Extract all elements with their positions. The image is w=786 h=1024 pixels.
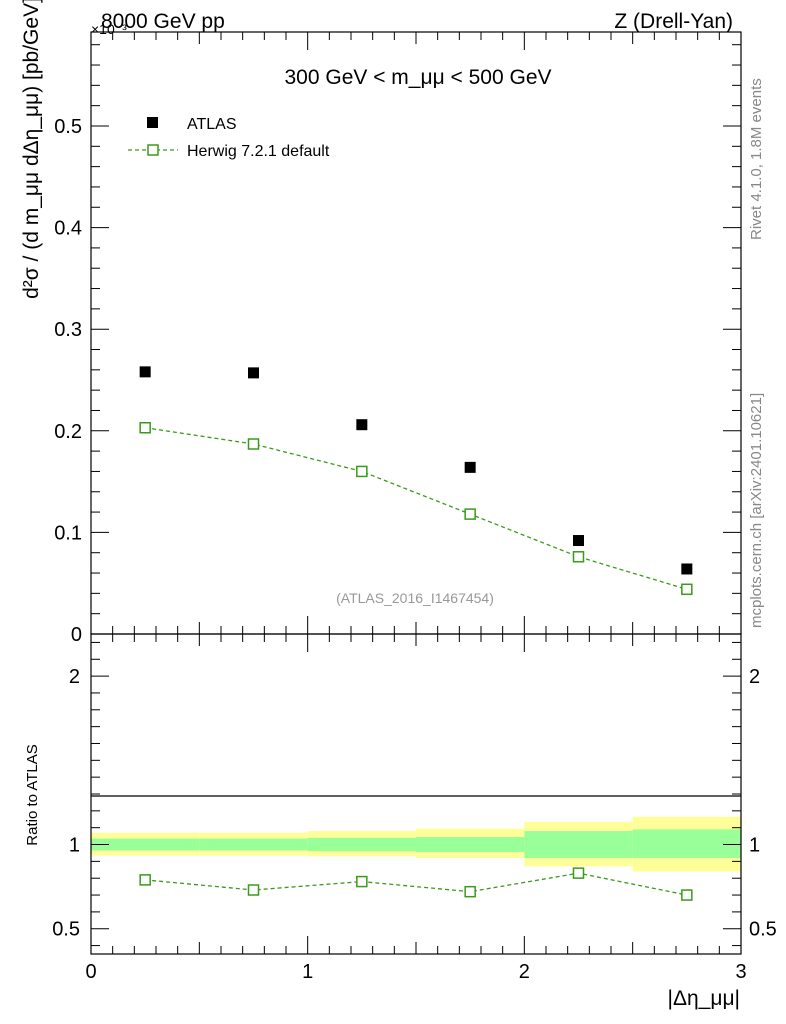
herwig-point [247,438,260,450]
atlas-point [139,366,151,378]
x-tick-label: 3 [735,961,746,983]
band-inner-bin [199,838,308,851]
herwig-point [356,465,368,478]
atlas-point [464,461,476,473]
process-label: Z (Drell-Yan) [614,10,733,33]
band-inner-bin [416,836,525,853]
ratio-y-tick-label-right: 2 [749,666,760,688]
ratio-y-tick-label-right: 0.5 [749,919,777,941]
ratio-y-tick-label-right: 1 [749,835,760,857]
mcplots-label-wrap: mcplots.cern.ch [arXiv:2401.10621] [748,393,765,628]
ratio-point [464,885,476,898]
ratio-point [139,874,151,886]
legend-herwig-marker [147,144,159,156]
herwig-point [139,421,151,434]
band-inner-bin [307,837,416,852]
mcplots-label: mcplots.cern.ch [arXiv:2401.10621] [748,393,765,628]
x-tick-label: 2 [519,961,530,983]
ratio-point [356,875,368,888]
main-y-tick-label: 0.2 [54,421,82,443]
y-exponent-label: ×10⁻³ [91,21,127,37]
legend-herwig-label: Herwig 7.2.1 default [187,143,330,160]
main-y-tick-label: 0.1 [54,522,82,544]
main-y-tick-label: 0.4 [54,218,82,240]
main-y-axis-label-text: d²σ / (d m_μμ dΔη_μμ) [pb/GeV] [20,0,43,299]
ratio-point [247,884,260,896]
band-inner-bin [524,831,633,858]
legend: ATLAS Herwig 7.2.1 default [128,116,330,160]
main-y-tick-label: 0.3 [54,319,82,341]
ratio-axis-ticks: 0.5 0.5 1 1 2 2 0 1 2 3 [52,634,777,983]
rivet-version-label-wrap: Rivet 4.1.0, 1.8M events [748,78,765,240]
atlas-point [573,535,584,547]
main-data-marks [139,366,693,596]
ratio-series-line [145,872,687,896]
herwig-point [464,508,476,520]
x-tick-label: 0 [85,961,96,983]
band-inner-bin [91,838,200,851]
legend-atlas-label: ATLAS [187,116,237,133]
ratio-y-tick-label: 0.5 [52,919,80,941]
atlas-point [681,563,693,575]
band-inner-bin [632,829,741,858]
ratio-y-tick-label: 1 [69,835,80,857]
atlas-point [248,367,259,379]
chart-title: 300 GeV < m_μμ < 500 GeV [284,66,551,89]
herwig-point [572,551,585,563]
legend-atlas-marker [147,117,158,128]
analysis-watermark: (ATLAS_2016_I1467454) [336,590,494,606]
collision-label: 8000 GeV pp [101,10,225,33]
main-axis-ticks: 0 0.1 0.2 0.3 0.4 0.5 [54,32,742,646]
ratio-plot-frame [90,633,742,955]
ratio-y-axis-label: Ratio to ATLAS [24,744,41,845]
rivet-version-label: Rivet 4.1.0, 1.8M events [748,78,765,240]
ratio-data-marks [139,867,693,901]
ratio-point [572,867,585,879]
herwig-series-line [145,427,688,590]
main-y-tick-label: 0.5 [54,116,82,138]
ratio-point [681,889,693,901]
main-y-axis-label: d²σ / (d m_μμ dΔη_μμ) [pb/GeV] [20,0,43,299]
herwig-point [681,583,693,596]
ratio-y-axis-label-text: Ratio to ATLAS [24,744,41,845]
main-y-tick-label: 0 [71,624,82,646]
ratio-uncertainty-bands [91,816,741,872]
atlas-point [356,419,368,431]
x-axis-label: |Δη_μμ| [668,987,741,1010]
ratio-y-tick-label: 2 [69,666,80,688]
x-tick-label: 1 [302,961,313,983]
